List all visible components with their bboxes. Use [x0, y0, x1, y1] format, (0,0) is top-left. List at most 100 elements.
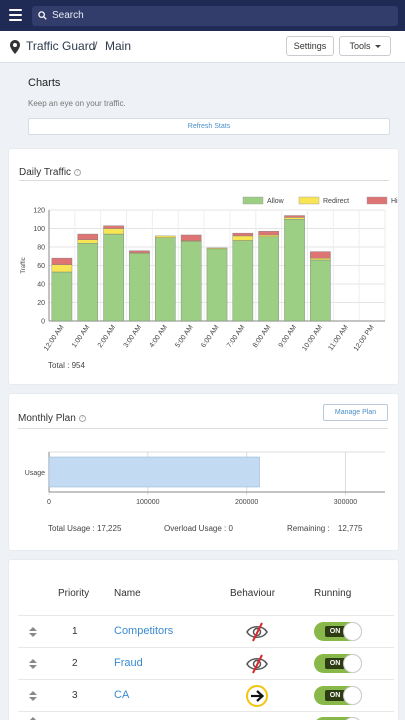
caret-down-icon — [374, 45, 381, 49]
y-tick-label: 40 — [37, 282, 45, 289]
overload-usage: Overload Usage : 0 — [164, 524, 233, 533]
toggle-label: ON — [325, 626, 345, 637]
column-header-behaviour[interactable]: Behaviour — [230, 588, 276, 599]
drag-handle-icon[interactable] — [28, 626, 38, 638]
search-input[interactable]: Search — [32, 6, 398, 26]
bar-hide — [77, 233, 99, 240]
x-tick-label: 10:00 AM — [301, 324, 324, 352]
column-header-priority[interactable]: Priority — [58, 588, 90, 599]
drag-handle-icon[interactable] — [28, 690, 38, 702]
help-icon[interactable]: ? — [78, 414, 86, 422]
column-header-running[interactable]: Running — [314, 588, 352, 599]
top-bar: Search — [0, 0, 405, 31]
total-usage-label: Total Usage : — [48, 524, 95, 533]
bar-hide — [180, 234, 202, 241]
remaining: Remaining : 12,775 — [287, 524, 362, 533]
hidden-eye-icon — [246, 622, 268, 642]
divider — [19, 180, 389, 181]
x-tick-label: 12:00 AM — [43, 324, 66, 352]
hidden-eye-icon — [246, 654, 268, 674]
bar-redirect — [258, 234, 279, 238]
column-header-name[interactable]: Name — [114, 588, 141, 599]
daily-traffic-heading: Daily Traffic? — [19, 167, 82, 178]
redirect-arrow-icon — [246, 685, 268, 707]
bar-allow — [284, 219, 305, 322]
bar-allow — [232, 240, 254, 322]
x-tick-label: 7:00 AM — [226, 324, 247, 349]
table-row[interactable]: 2 Fraud ON — [18, 647, 394, 679]
refresh-stats-button[interactable]: Refresh Stats — [28, 118, 390, 135]
total-usage-value: 17,225 — [96, 524, 122, 533]
search-placeholder: Search — [52, 10, 84, 21]
bar-allow — [180, 241, 202, 322]
bar-redirect — [77, 239, 99, 244]
bar-hide — [310, 251, 331, 259]
x-tick-label: 5:00 AM — [174, 324, 195, 349]
y-tick-label: 0 — [41, 319, 45, 326]
row-name-link[interactable]: Competitors — [114, 625, 174, 637]
row-name-link[interactable]: Fraud — [114, 657, 143, 669]
table-row[interactable]: 1 Competitors ON — [18, 615, 394, 647]
menu-icon[interactable] — [9, 9, 22, 21]
bar-redirect — [206, 247, 228, 250]
bar-allow — [51, 271, 73, 322]
x-tick-label: 11:00 AM — [327, 324, 349, 352]
bar-hide — [129, 250, 150, 253]
y-tick-label: 80 — [37, 245, 45, 252]
bar-allow — [77, 243, 99, 322]
x-tick-label: 100000 — [136, 499, 159, 506]
help-icon[interactable]: ? — [74, 168, 82, 176]
x-tick-label: 0 — [47, 499, 51, 506]
table-row[interactable]: 3 CA ON — [18, 679, 394, 711]
tools-label: Tools — [349, 41, 371, 51]
daily-total-label: Total : — [48, 361, 70, 370]
bar-allow — [310, 259, 331, 322]
bar-redirect — [310, 257, 331, 261]
overload-usage-label: Overload Usage : — [164, 524, 227, 533]
monthly-plan-title: Monthly Plan — [18, 413, 76, 424]
bar-allow — [103, 233, 124, 322]
y-tick-label: 100 — [33, 226, 45, 233]
y-category-label: Usage — [25, 470, 45, 477]
total-usage: Total Usage : 17,225 — [48, 524, 121, 533]
remaining-label: Remaining : — [287, 524, 330, 533]
remaining-value: 12,775 — [337, 524, 363, 533]
monthly-plan-chart: 0 100000 200000 300000 Usage — [25, 451, 385, 506]
charts-title: Charts — [28, 77, 61, 89]
x-tick-label: 4:00 AM — [148, 324, 169, 349]
drag-handle-icon[interactable] — [28, 658, 38, 670]
tools-dropdown-button[interactable]: Tools — [339, 36, 391, 56]
bar-hide — [284, 215, 305, 218]
y-tick-label: 120 — [33, 208, 45, 215]
bar-redirect — [155, 235, 176, 238]
manage-plan-button[interactable]: Manage Plan — [323, 404, 388, 421]
drag-handle-icon[interactable] — [28, 716, 38, 720]
search-icon — [38, 11, 47, 20]
location-pin-icon — [10, 40, 20, 54]
toggle-knob — [343, 622, 362, 641]
running-toggle[interactable]: ON — [314, 654, 362, 673]
settings-button[interactable]: Settings — [286, 36, 334, 56]
row-name-link[interactable]: CA — [114, 689, 130, 701]
daily-total-value: 954 — [71, 361, 85, 370]
legend-swatch-allow — [242, 196, 264, 205]
table-row[interactable] — [18, 711, 394, 720]
charts-subtitle: Keep an eye on your traffic. — [28, 99, 126, 108]
daily-traffic-chart: Allow Redirect Hide 0 20 40 60 80 100 120 Traffic 1… — [21, 196, 398, 353]
x-tick-label: 200000 — [235, 499, 258, 506]
running-toggle[interactable]: ON — [314, 622, 362, 641]
usage-bar — [48, 456, 260, 488]
toggle-knob — [343, 686, 362, 705]
x-tick-label: 300000 — [334, 499, 357, 506]
x-tick-label: 12:00 PM — [353, 324, 376, 353]
breadcrumb-app[interactable]: Traffic Guard — [26, 39, 96, 53]
breadcrumb-separator: / — [94, 39, 98, 53]
daily-traffic-title: Daily Traffic — [19, 167, 72, 178]
running-toggle[interactable]: ON — [314, 686, 362, 705]
row-priority: 2 — [72, 658, 78, 669]
y-axis-label: Traffic — [21, 257, 27, 273]
x-tick-label: 8:00 AM — [252, 324, 273, 349]
legend-label-redirect: Redirect — [323, 198, 349, 205]
bar-allow — [129, 253, 150, 322]
x-tick-label: 9:00 AM — [278, 324, 299, 349]
